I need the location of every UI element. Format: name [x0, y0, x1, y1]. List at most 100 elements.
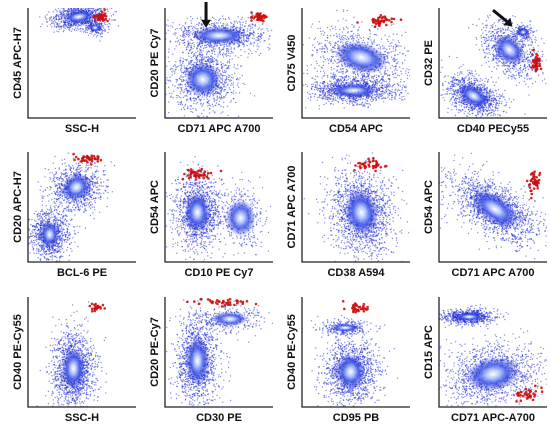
data-point: [306, 91, 309, 94]
data-point: [62, 8, 65, 10]
data-point: [82, 31, 85, 33]
data-point: [390, 51, 392, 53]
data-point: [206, 51, 208, 53]
data-point: [192, 111, 194, 114]
data-point: [139, 13, 140, 14]
data-point: [225, 86, 227, 88]
data-point: [326, 94, 329, 97]
data-point: [303, 84, 305, 87]
data-point: [321, 46, 323, 48]
data-point: [322, 55, 324, 57]
data-point: [86, 28, 88, 31]
data-point: [273, 37, 274, 38]
data-point: [180, 67, 183, 69]
data-point: [211, 46, 213, 49]
data-point: [213, 17, 215, 20]
data-point: [327, 62, 330, 65]
data-point: [232, 84, 234, 86]
data-point: [237, 68, 239, 70]
data-point: [220, 73, 223, 76]
data-point: [367, 91, 369, 94]
data-point: [396, 58, 398, 61]
data-point: [394, 83, 396, 85]
data-point: [201, 42, 203, 44]
data-point: [225, 54, 227, 56]
data-point: [221, 15, 224, 17]
data-point: [223, 47, 225, 49]
data-point: [314, 67, 316, 69]
data-point: [58, 25, 61, 27]
data-point: [306, 73, 309, 75]
data-point: [215, 102, 218, 104]
data-point: [180, 57, 182, 59]
data-point: [221, 53, 224, 56]
data-point: [369, 33, 371, 35]
data-point: [239, 24, 242, 26]
data-point: [218, 100, 221, 103]
data-point: [334, 45, 336, 47]
data-point: [190, 48, 192, 50]
data-point: [179, 101, 181, 104]
data-point: [399, 93, 401, 96]
data-point: [91, 6, 92, 7]
data-point: [90, 23, 92, 25]
data-point: [238, 44, 241, 47]
data-point: [53, 22, 55, 25]
data-point: [245, 20, 247, 22]
data-point: [354, 77, 357, 79]
cell-population: [302, 66, 409, 110]
data-point: [69, 29, 71, 32]
data-point: [221, 75, 223, 77]
data-point: [233, 90, 235, 92]
data-point: [375, 80, 377, 82]
data-point: [56, 18, 58, 21]
data-point: [236, 84, 238, 87]
annotation-arrowhead: [201, 19, 212, 28]
data-point: [224, 96, 226, 98]
data-point: [187, 40, 189, 42]
data-point: [63, 29, 65, 31]
data-point: [334, 97, 337, 99]
data-point: [209, 95, 211, 98]
data-point: [189, 34, 191, 37]
data-point: [209, 105, 212, 107]
data-point: [101, 8, 103, 9]
data-point: [212, 95, 215, 97]
data-point: [369, 86, 371, 88]
data-point: [247, 56, 249, 58]
data-point: [103, 14, 106, 17]
data-point: [350, 38, 353, 40]
data-point: [190, 20, 192, 22]
data-point: [183, 34, 185, 36]
data-point: [108, 17, 110, 20]
data-point: [373, 84, 376, 87]
data-point: [221, 68, 223, 70]
data-point: [323, 103, 325, 106]
data-point: [321, 50, 323, 53]
data-point: [220, 92, 222, 94]
data-point: [411, 70, 412, 71]
data-point: [86, 8, 88, 9]
data-point: [378, 74, 380, 77]
data-point: [55, 16, 57, 18]
data-point: [167, 86, 170, 89]
data-point: [394, 97, 396, 99]
data-point: [326, 82, 329, 85]
data-point: [234, 101, 237, 104]
data-point: [67, 8, 69, 9]
data-point: [334, 43, 336, 45]
data-point: [182, 79, 185, 81]
data-point: [329, 85, 331, 87]
data-point: [390, 24, 393, 26]
data-point: [221, 77, 224, 79]
data-point: [176, 37, 178, 39]
data-point: [316, 84, 318, 86]
data-point: [222, 74, 225, 77]
data-point: [112, 1, 113, 2]
data-point: [58, 11, 61, 13]
data-point: [232, 52, 234, 54]
data-point: [350, 35, 352, 37]
data-point: [214, 92, 217, 94]
data-point: [241, 41, 244, 44]
data-point: [405, 87, 407, 89]
